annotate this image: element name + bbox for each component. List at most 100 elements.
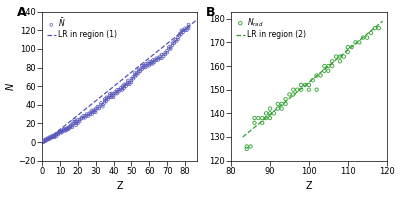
$\bar{N}$ <box>118 88 124 91</box>
$N_{rad}$ <box>348 46 355 49</box>
$\bar{N}$ <box>57 129 63 132</box>
$N_{rad}$ <box>298 88 304 91</box>
$\bar{N}$ <box>185 23 192 26</box>
$\bar{N}$ <box>110 96 117 99</box>
$\bar{N}$ <box>66 126 72 130</box>
$\bar{N}$ <box>94 107 101 110</box>
$\bar{N}$ <box>128 81 135 84</box>
$\bar{N}$ <box>171 40 178 43</box>
$N_{rad}$ <box>329 64 335 68</box>
$N_{rad}$ <box>247 145 254 148</box>
$\bar{N}$ <box>58 129 65 132</box>
$\bar{N}$ <box>176 34 183 37</box>
$\bar{N}$ <box>175 38 181 41</box>
$\bar{N}$ <box>62 129 68 132</box>
$N_{rad}$ <box>274 102 281 105</box>
$\bar{N}$ <box>82 116 88 119</box>
$\bar{N}$ <box>100 105 106 108</box>
$N_{rad}$ <box>255 116 262 120</box>
$N_{rad}$ <box>302 83 308 86</box>
$\bar{N}$ <box>64 128 70 131</box>
$\bar{N}$ <box>69 124 76 127</box>
$\bar{N}$ <box>173 40 179 43</box>
$\bar{N}$ <box>178 29 185 32</box>
$\bar{N}$ <box>96 105 102 108</box>
$\bar{N}$ <box>46 136 52 139</box>
$\bar{N}$ <box>148 62 154 65</box>
$\bar{N}$ <box>184 29 190 32</box>
$\bar{N}$ <box>51 135 58 138</box>
$\bar{N}$ <box>132 73 138 76</box>
$\bar{N}$ <box>126 83 133 86</box>
$\bar{N}$ <box>164 51 170 54</box>
$\bar{N}$ <box>64 126 70 130</box>
$\bar{N}$ <box>121 86 128 90</box>
$\bar{N}$ <box>162 53 168 56</box>
$N_{rad}$ <box>344 50 351 53</box>
$\bar{N}$ <box>169 42 176 45</box>
$\bar{N}$ <box>55 131 61 134</box>
$\bar{N}$ <box>58 130 65 133</box>
$\bar{N}$ <box>142 64 149 67</box>
$\bar{N}$ <box>153 57 160 60</box>
$\bar{N}$ <box>48 136 54 139</box>
$\bar{N}$ <box>84 112 90 116</box>
$N_{rad}$ <box>278 102 285 105</box>
$\bar{N}$ <box>130 77 136 80</box>
$\bar{N}$ <box>42 139 49 143</box>
$\bar{N}$ <box>130 75 136 78</box>
$N_{rad}$ <box>337 55 343 58</box>
$N_{rad}$ <box>372 27 378 30</box>
$\bar{N}$ <box>185 25 192 28</box>
$\bar{N}$ <box>105 96 111 99</box>
$\bar{N}$ <box>114 90 120 93</box>
$\bar{N}$ <box>92 107 99 110</box>
$N_{rad}$ <box>376 27 382 30</box>
$N_{rad}$ <box>306 88 312 91</box>
$\bar{N}$ <box>92 109 99 112</box>
$\bar{N}$ <box>116 90 122 93</box>
$\bar{N}$ <box>178 31 185 34</box>
$N_{rad}$ <box>290 93 296 96</box>
$\bar{N}$ <box>91 109 97 112</box>
$N_{rad}$ <box>352 41 359 44</box>
$\bar{N}$ <box>92 111 99 114</box>
$\bar{N}$ <box>144 62 151 65</box>
$N_{rad}$ <box>251 121 258 124</box>
$\bar{N}$ <box>73 124 79 127</box>
$\bar{N}$ <box>58 131 65 134</box>
$\bar{N}$ <box>53 133 60 136</box>
$\bar{N}$ <box>125 81 131 84</box>
$\bar{N}$ <box>169 44 176 47</box>
$N_{rad}$ <box>314 88 320 91</box>
$\bar{N}$ <box>178 32 185 35</box>
$\bar{N}$ <box>128 77 135 80</box>
$N_{rad}$ <box>286 93 293 96</box>
$\bar{N}$ <box>89 112 95 116</box>
$\bar{N}$ <box>60 128 67 131</box>
$\bar{N}$ <box>132 72 138 75</box>
$\bar{N}$ <box>134 72 140 75</box>
$\bar{N}$ <box>139 66 145 69</box>
$\bar{N}$ <box>118 86 124 90</box>
$\bar{N}$ <box>182 27 188 30</box>
$\bar{N}$ <box>46 138 52 141</box>
$\bar{N}$ <box>184 27 190 30</box>
$\bar{N}$ <box>50 135 56 138</box>
$N_{rad}$ <box>282 102 289 105</box>
$\bar{N}$ <box>80 116 86 119</box>
$\bar{N}$ <box>142 62 149 65</box>
$\bar{N}$ <box>119 86 126 90</box>
X-axis label: Z: Z <box>116 181 123 191</box>
$N_{rad}$ <box>278 107 285 110</box>
$\bar{N}$ <box>75 118 81 121</box>
$\bar{N}$ <box>108 96 115 99</box>
$\bar{N}$ <box>119 85 126 88</box>
$\bar{N}$ <box>176 32 183 35</box>
$\bar{N}$ <box>155 57 161 60</box>
$\bar{N}$ <box>62 128 68 131</box>
$\bar{N}$ <box>150 62 156 65</box>
$\bar{N}$ <box>121 85 128 88</box>
$N_{rad}$ <box>271 112 277 115</box>
$\bar{N}$ <box>73 120 79 123</box>
